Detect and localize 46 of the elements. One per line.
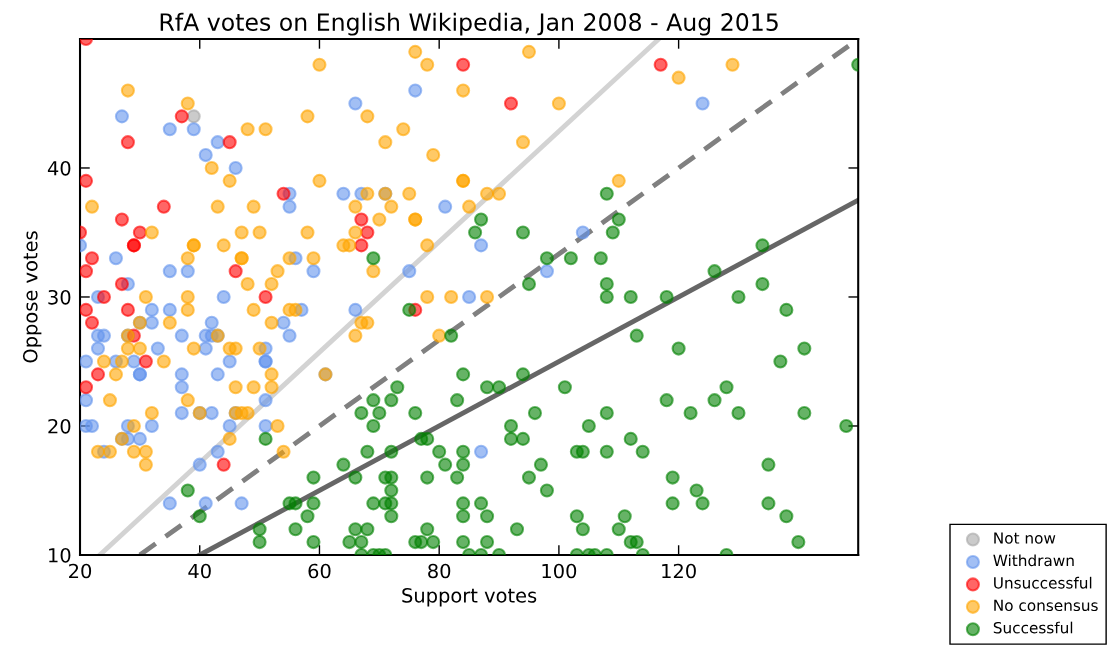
legend-label: Not now bbox=[994, 532, 1056, 544]
x-tick-label: 40 bbox=[188, 563, 211, 579]
point bbox=[503, 96, 519, 111]
point bbox=[120, 302, 135, 317]
y-tick-label: 20 bbox=[48, 418, 71, 434]
point bbox=[80, 173, 94, 188]
point bbox=[80, 302, 94, 317]
point bbox=[216, 457, 231, 472]
point bbox=[84, 315, 100, 330]
point bbox=[96, 289, 112, 305]
point bbox=[653, 57, 668, 72]
y-tick-label: 10 bbox=[49, 547, 71, 563]
y-tick-label: 40 bbox=[47, 160, 71, 176]
legend-label: No consensus bbox=[994, 599, 1098, 612]
x-tick-label: 100 bbox=[542, 563, 577, 579]
point bbox=[80, 380, 94, 395]
point bbox=[80, 264, 94, 279]
point bbox=[276, 186, 291, 201]
point bbox=[90, 367, 106, 382]
point bbox=[120, 135, 135, 150]
y-tick-label: 30 bbox=[48, 289, 71, 305]
point bbox=[186, 109, 201, 124]
point bbox=[456, 57, 471, 72]
x-tick-label: 20 bbox=[69, 563, 92, 579]
legend-label: Successful bbox=[993, 621, 1073, 634]
legend-label: Withdrawn bbox=[993, 554, 1074, 567]
point bbox=[222, 135, 237, 150]
chart-title: RfA votes on English Wikipedia, Jan 2008 - Aug 2015 bbox=[160, 12, 778, 36]
point bbox=[84, 251, 100, 266]
point bbox=[354, 238, 369, 253]
point bbox=[138, 354, 153, 369]
legend-label: Unsuccessful bbox=[994, 576, 1092, 589]
point bbox=[114, 212, 129, 227]
point bbox=[156, 199, 171, 214]
point bbox=[354, 212, 369, 227]
x-tick-label: 60 bbox=[308, 563, 331, 579]
point bbox=[132, 225, 147, 240]
x-axis-title: Support votes bbox=[402, 588, 537, 607]
point bbox=[174, 109, 189, 124]
point bbox=[114, 277, 129, 292]
y-axis-title: Oppose votes bbox=[22, 231, 42, 363]
point bbox=[258, 289, 273, 305]
x-tick-label: 120 bbox=[662, 563, 696, 579]
x-tick-label: 80 bbox=[428, 563, 451, 579]
point bbox=[360, 225, 375, 240]
point bbox=[228, 264, 243, 279]
